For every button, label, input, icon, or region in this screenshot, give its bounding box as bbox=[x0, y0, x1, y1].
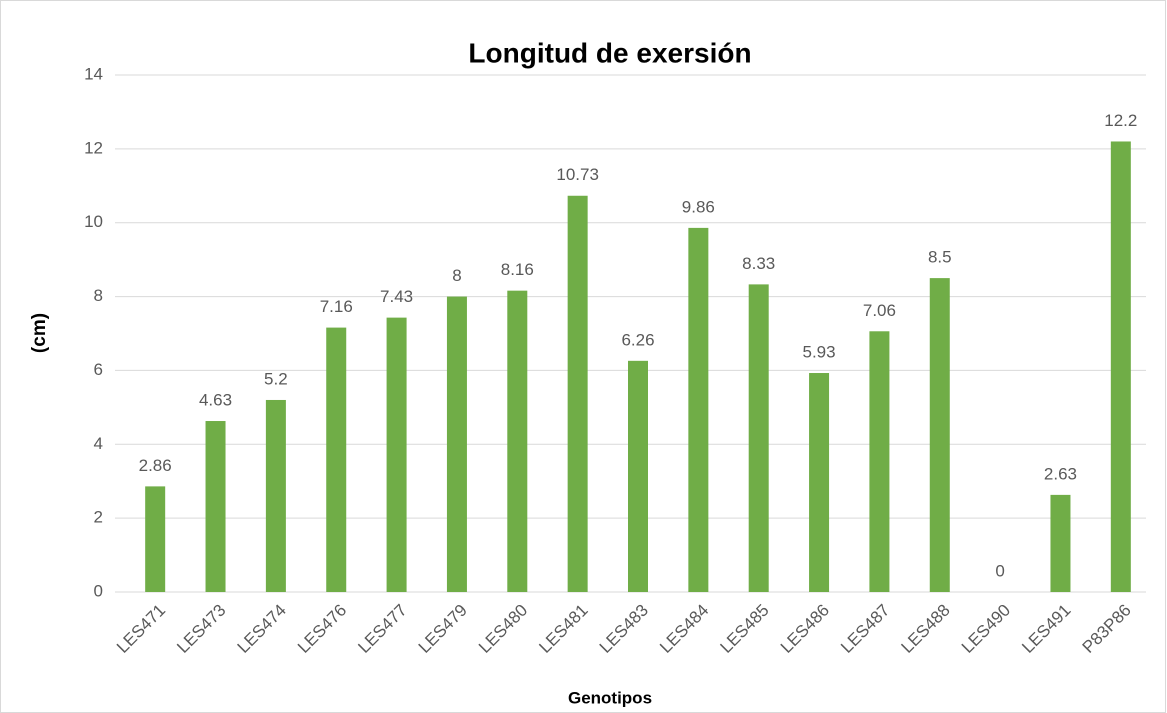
y-tick-label: 14 bbox=[84, 64, 103, 83]
data-label: 8.16 bbox=[501, 260, 534, 279]
chart-title: Longitud de exersión bbox=[468, 37, 751, 68]
x-axis-label: Genotipos bbox=[568, 688, 652, 707]
data-label: 2.63 bbox=[1044, 464, 1077, 483]
bar bbox=[446, 296, 467, 592]
bar bbox=[748, 284, 769, 592]
data-label: 10.73 bbox=[556, 165, 599, 184]
y-tick-label: 0 bbox=[94, 581, 103, 600]
y-tick-label: 4 bbox=[94, 434, 103, 453]
bar bbox=[1050, 494, 1071, 592]
bar bbox=[1110, 141, 1131, 592]
bar bbox=[929, 278, 950, 592]
data-label: 8.5 bbox=[928, 248, 952, 267]
bar bbox=[145, 486, 166, 592]
data-label: 4.63 bbox=[199, 391, 232, 410]
bar bbox=[567, 195, 588, 593]
data-label: 5.2 bbox=[264, 369, 288, 388]
y-tick-label: 10 bbox=[84, 212, 103, 231]
bar bbox=[205, 421, 226, 592]
data-label: 2.86 bbox=[139, 456, 172, 475]
data-label: 7.16 bbox=[320, 297, 353, 316]
data-label: 7.06 bbox=[863, 301, 896, 320]
data-label: 8 bbox=[452, 266, 461, 285]
y-tick-label: 8 bbox=[94, 286, 103, 305]
bar bbox=[386, 317, 407, 592]
bar bbox=[507, 290, 528, 592]
data-label: 8.33 bbox=[742, 254, 775, 273]
y-tick-label: 6 bbox=[94, 360, 103, 379]
bar bbox=[326, 327, 347, 592]
data-label: 5.93 bbox=[803, 342, 836, 361]
y-axis-label: (cm) bbox=[29, 313, 50, 353]
data-label: 12.2 bbox=[1104, 111, 1137, 130]
y-tick-label: 2 bbox=[94, 508, 103, 527]
bar bbox=[688, 227, 709, 593]
bar bbox=[628, 360, 648, 592]
data-label: 7.43 bbox=[380, 287, 413, 306]
data-label: 6.26 bbox=[621, 330, 654, 349]
bar bbox=[265, 399, 286, 592]
bar bbox=[869, 331, 890, 592]
bar bbox=[809, 373, 830, 592]
y-tick-label: 12 bbox=[84, 138, 103, 157]
data-label: 0 bbox=[995, 561, 1004, 580]
data-label: 9.86 bbox=[682, 197, 715, 216]
